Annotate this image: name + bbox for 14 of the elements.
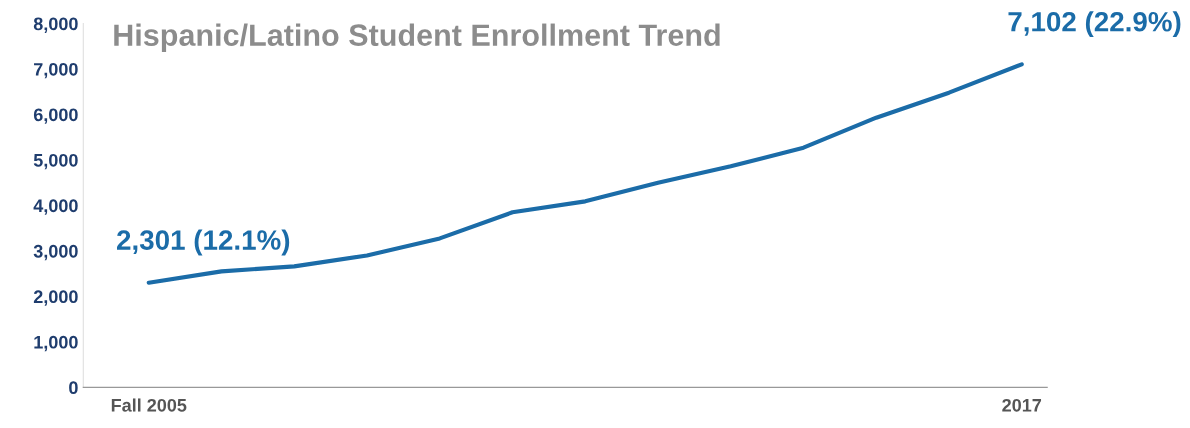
annotation: 2,301 (12.1%): [117, 229, 290, 256]
y-tick-label: 0: [69, 381, 78, 395]
y-tick-label: 2,000: [33, 290, 78, 306]
annotation: 7,102 (22.9%): [1008, 11, 1181, 38]
chart-title: Hispanic/Latino Student Enrollment Trend: [114, 23, 720, 53]
x-tick-label: 2017: [1002, 398, 1042, 412]
y-tick-label: 6,000: [33, 108, 78, 124]
y-tick-label: 7,000: [34, 62, 78, 79]
y-tick-label: 5,000: [33, 153, 78, 170]
y-tick-label: 8,000: [33, 17, 78, 33]
y-tick-label: 1,000: [34, 335, 78, 352]
y-tick-label: 4,000: [33, 199, 78, 215]
x-tick-label: Fall 2005: [111, 398, 187, 412]
y-tick-label: 3,000: [33, 244, 78, 261]
